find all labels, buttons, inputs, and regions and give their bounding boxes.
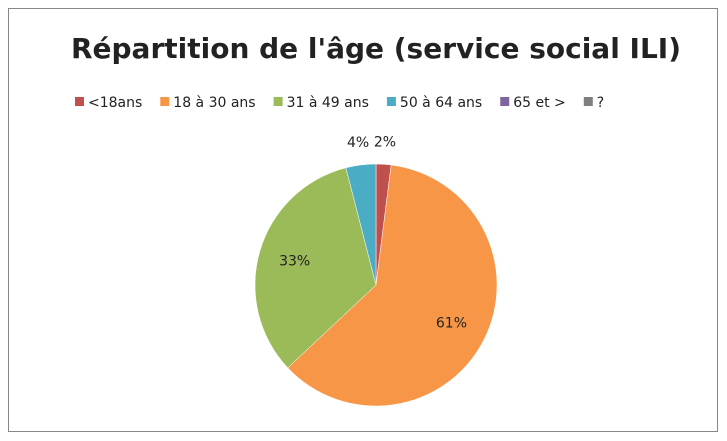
value-label: 4% (347, 135, 369, 151)
pie-slice (254, 167, 377, 369)
legend-swatch (75, 97, 84, 106)
pie-slice (287, 164, 498, 407)
legend-swatch (583, 97, 593, 106)
legend-text: 31 à 49 ans (287, 95, 369, 111)
pie-slice (345, 163, 377, 286)
value-label: 61% (436, 315, 467, 331)
legend-swatch (160, 97, 170, 106)
value-label: 2% (374, 134, 396, 150)
chart-title: Répartition de l'âge (service social ILI… (71, 32, 681, 65)
legend-swatch (273, 97, 283, 106)
legend-text: 65 et > (513, 95, 566, 111)
legend-text: 18 à 30 ans (173, 95, 255, 111)
legend-text: <18ans (88, 95, 142, 111)
legend-swatch (386, 97, 396, 106)
legend-text: 50 à 64 ans (400, 95, 482, 111)
legend-text: ? (597, 95, 604, 111)
legend-swatch (500, 97, 510, 106)
value-label: 33% (279, 253, 310, 269)
